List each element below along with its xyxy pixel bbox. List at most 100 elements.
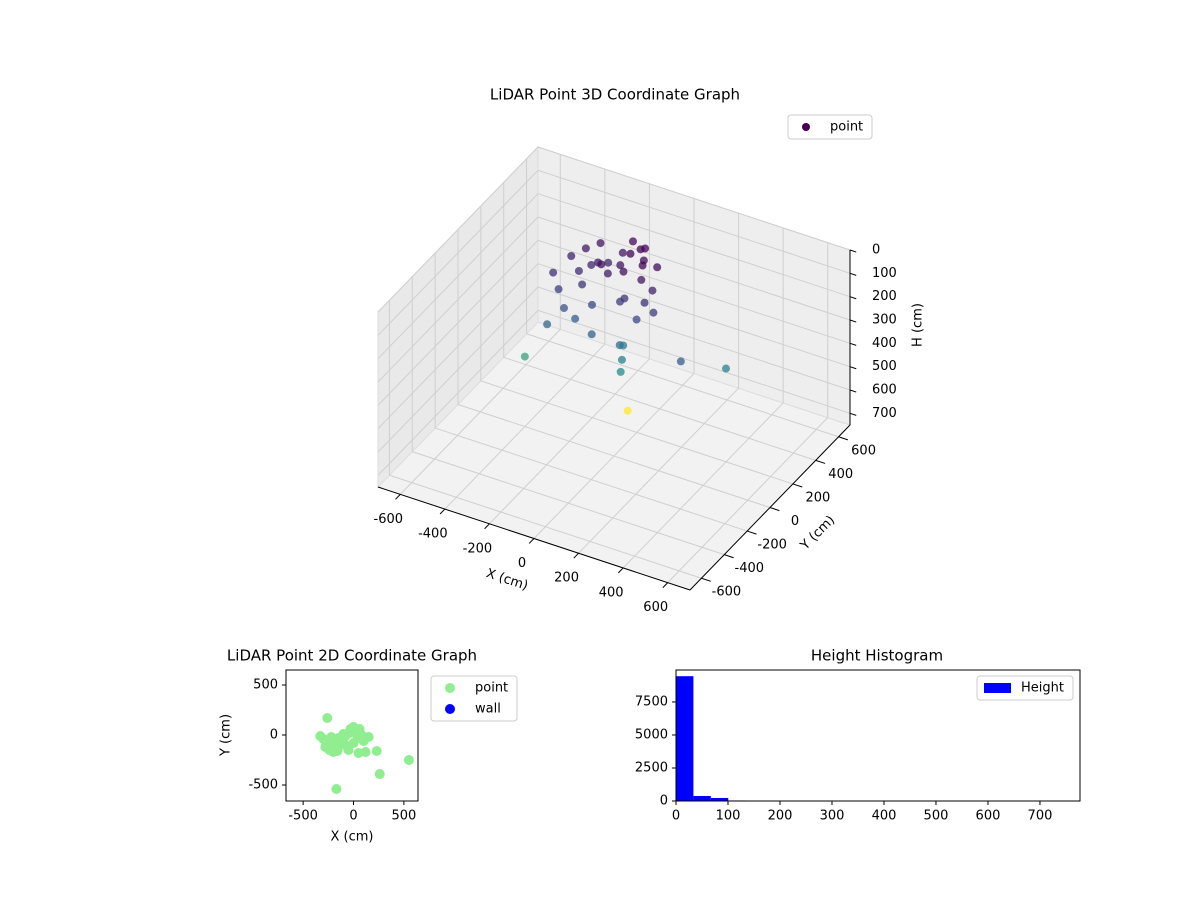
z-tick-label: 700 <box>872 406 897 421</box>
point <box>618 248 627 257</box>
grid-line <box>457 404 771 508</box>
point <box>345 724 356 734</box>
point <box>636 245 645 254</box>
z-tick-label: 300 <box>872 313 897 328</box>
tick-mark <box>792 483 803 488</box>
grid-line <box>389 474 702 579</box>
x-tick-label: 600 <box>643 600 668 615</box>
z-tick-label: 200 <box>872 289 897 304</box>
grid-line <box>537 309 851 414</box>
y-tick-label: -400 <box>735 561 765 576</box>
legend-marker <box>802 123 810 131</box>
tick-mark <box>395 494 401 500</box>
point <box>620 294 629 303</box>
point <box>328 747 339 757</box>
point <box>616 367 625 376</box>
point <box>578 280 587 289</box>
point <box>617 355 626 364</box>
grid-line <box>377 169 539 336</box>
x-axis-label: X (cm) <box>331 830 374 845</box>
tick-mark <box>769 507 780 512</box>
bar <box>676 676 694 801</box>
x-tick-label: 400 <box>599 585 624 600</box>
x-tick-label: -500 <box>288 809 318 824</box>
grid-line <box>377 263 539 430</box>
point <box>567 251 576 260</box>
point <box>640 298 649 307</box>
point <box>331 784 342 794</box>
grid-line <box>377 286 539 453</box>
grid-line <box>412 451 725 556</box>
legend-label: Height <box>1021 681 1064 696</box>
point <box>322 713 333 723</box>
legend-label: wall <box>475 702 501 717</box>
y-tick-label: 600 <box>851 443 876 458</box>
point <box>560 304 568 313</box>
point <box>653 263 662 272</box>
y-axis-label: Y (cm) <box>797 513 838 554</box>
y-tick-label: 500 <box>253 678 278 693</box>
grid-line <box>480 380 794 485</box>
point <box>353 729 364 739</box>
grid-line <box>377 216 539 383</box>
y-axis-line <box>689 424 851 591</box>
grid-line <box>537 263 851 368</box>
tick-mark <box>849 296 857 300</box>
grid-line <box>434 427 748 532</box>
tick-mark <box>849 342 857 346</box>
chart-title: LiDAR Point 3D Coordinate Graph <box>490 86 740 104</box>
x-tick-label: 500 <box>924 809 949 824</box>
y-tick-label: 0 <box>791 514 799 529</box>
axes-frame <box>285 669 419 802</box>
grid-line <box>503 356 816 461</box>
point <box>588 300 596 309</box>
x-tick-label: 200 <box>554 571 579 586</box>
grid-line <box>377 193 539 360</box>
x-tick-label: 500 <box>391 809 416 824</box>
tick-mark <box>849 366 857 370</box>
tick-mark <box>701 577 711 582</box>
y-axis-label: Y (cm) <box>219 714 234 757</box>
x-tick-label: -400 <box>418 527 448 542</box>
x-tick-label: 300 <box>820 809 845 824</box>
z-tick-label: 600 <box>872 383 897 398</box>
x-tick-label: 0 <box>518 556 526 571</box>
legend-marker <box>445 704 455 714</box>
tick-mark <box>849 319 857 323</box>
x-tick-label: -600 <box>374 512 404 527</box>
point <box>623 406 632 415</box>
point <box>363 732 374 742</box>
bar <box>693 795 711 801</box>
y-tick-label: -200 <box>757 538 787 553</box>
point <box>596 239 605 248</box>
tick-mark <box>439 508 446 515</box>
y-tick-label: 200 <box>805 490 830 505</box>
x-tick-label: 600 <box>976 809 1001 824</box>
grid-line <box>537 193 851 298</box>
x-axis-line <box>377 486 691 591</box>
point <box>603 269 612 278</box>
grid-line <box>526 333 839 438</box>
tick-mark <box>849 389 857 393</box>
y-tick-label: 2500 <box>635 760 668 775</box>
point <box>597 260 606 269</box>
point <box>628 237 637 246</box>
y-tick-label: -600 <box>712 585 742 600</box>
point <box>543 320 552 329</box>
point <box>571 314 580 323</box>
point <box>616 261 625 270</box>
legend-box <box>787 114 873 140</box>
point <box>348 738 359 748</box>
x-tick-label: -200 <box>463 541 493 556</box>
point <box>619 267 628 276</box>
tick-mark <box>484 523 490 530</box>
x-tick-label: 400 <box>872 809 897 824</box>
point <box>520 352 529 361</box>
tick-mark <box>573 552 579 559</box>
y-tick-label: 7500 <box>635 694 668 709</box>
z-tick-label: 400 <box>872 336 897 351</box>
point <box>574 266 583 275</box>
grid-line <box>377 239 539 406</box>
grid-line <box>537 169 851 274</box>
